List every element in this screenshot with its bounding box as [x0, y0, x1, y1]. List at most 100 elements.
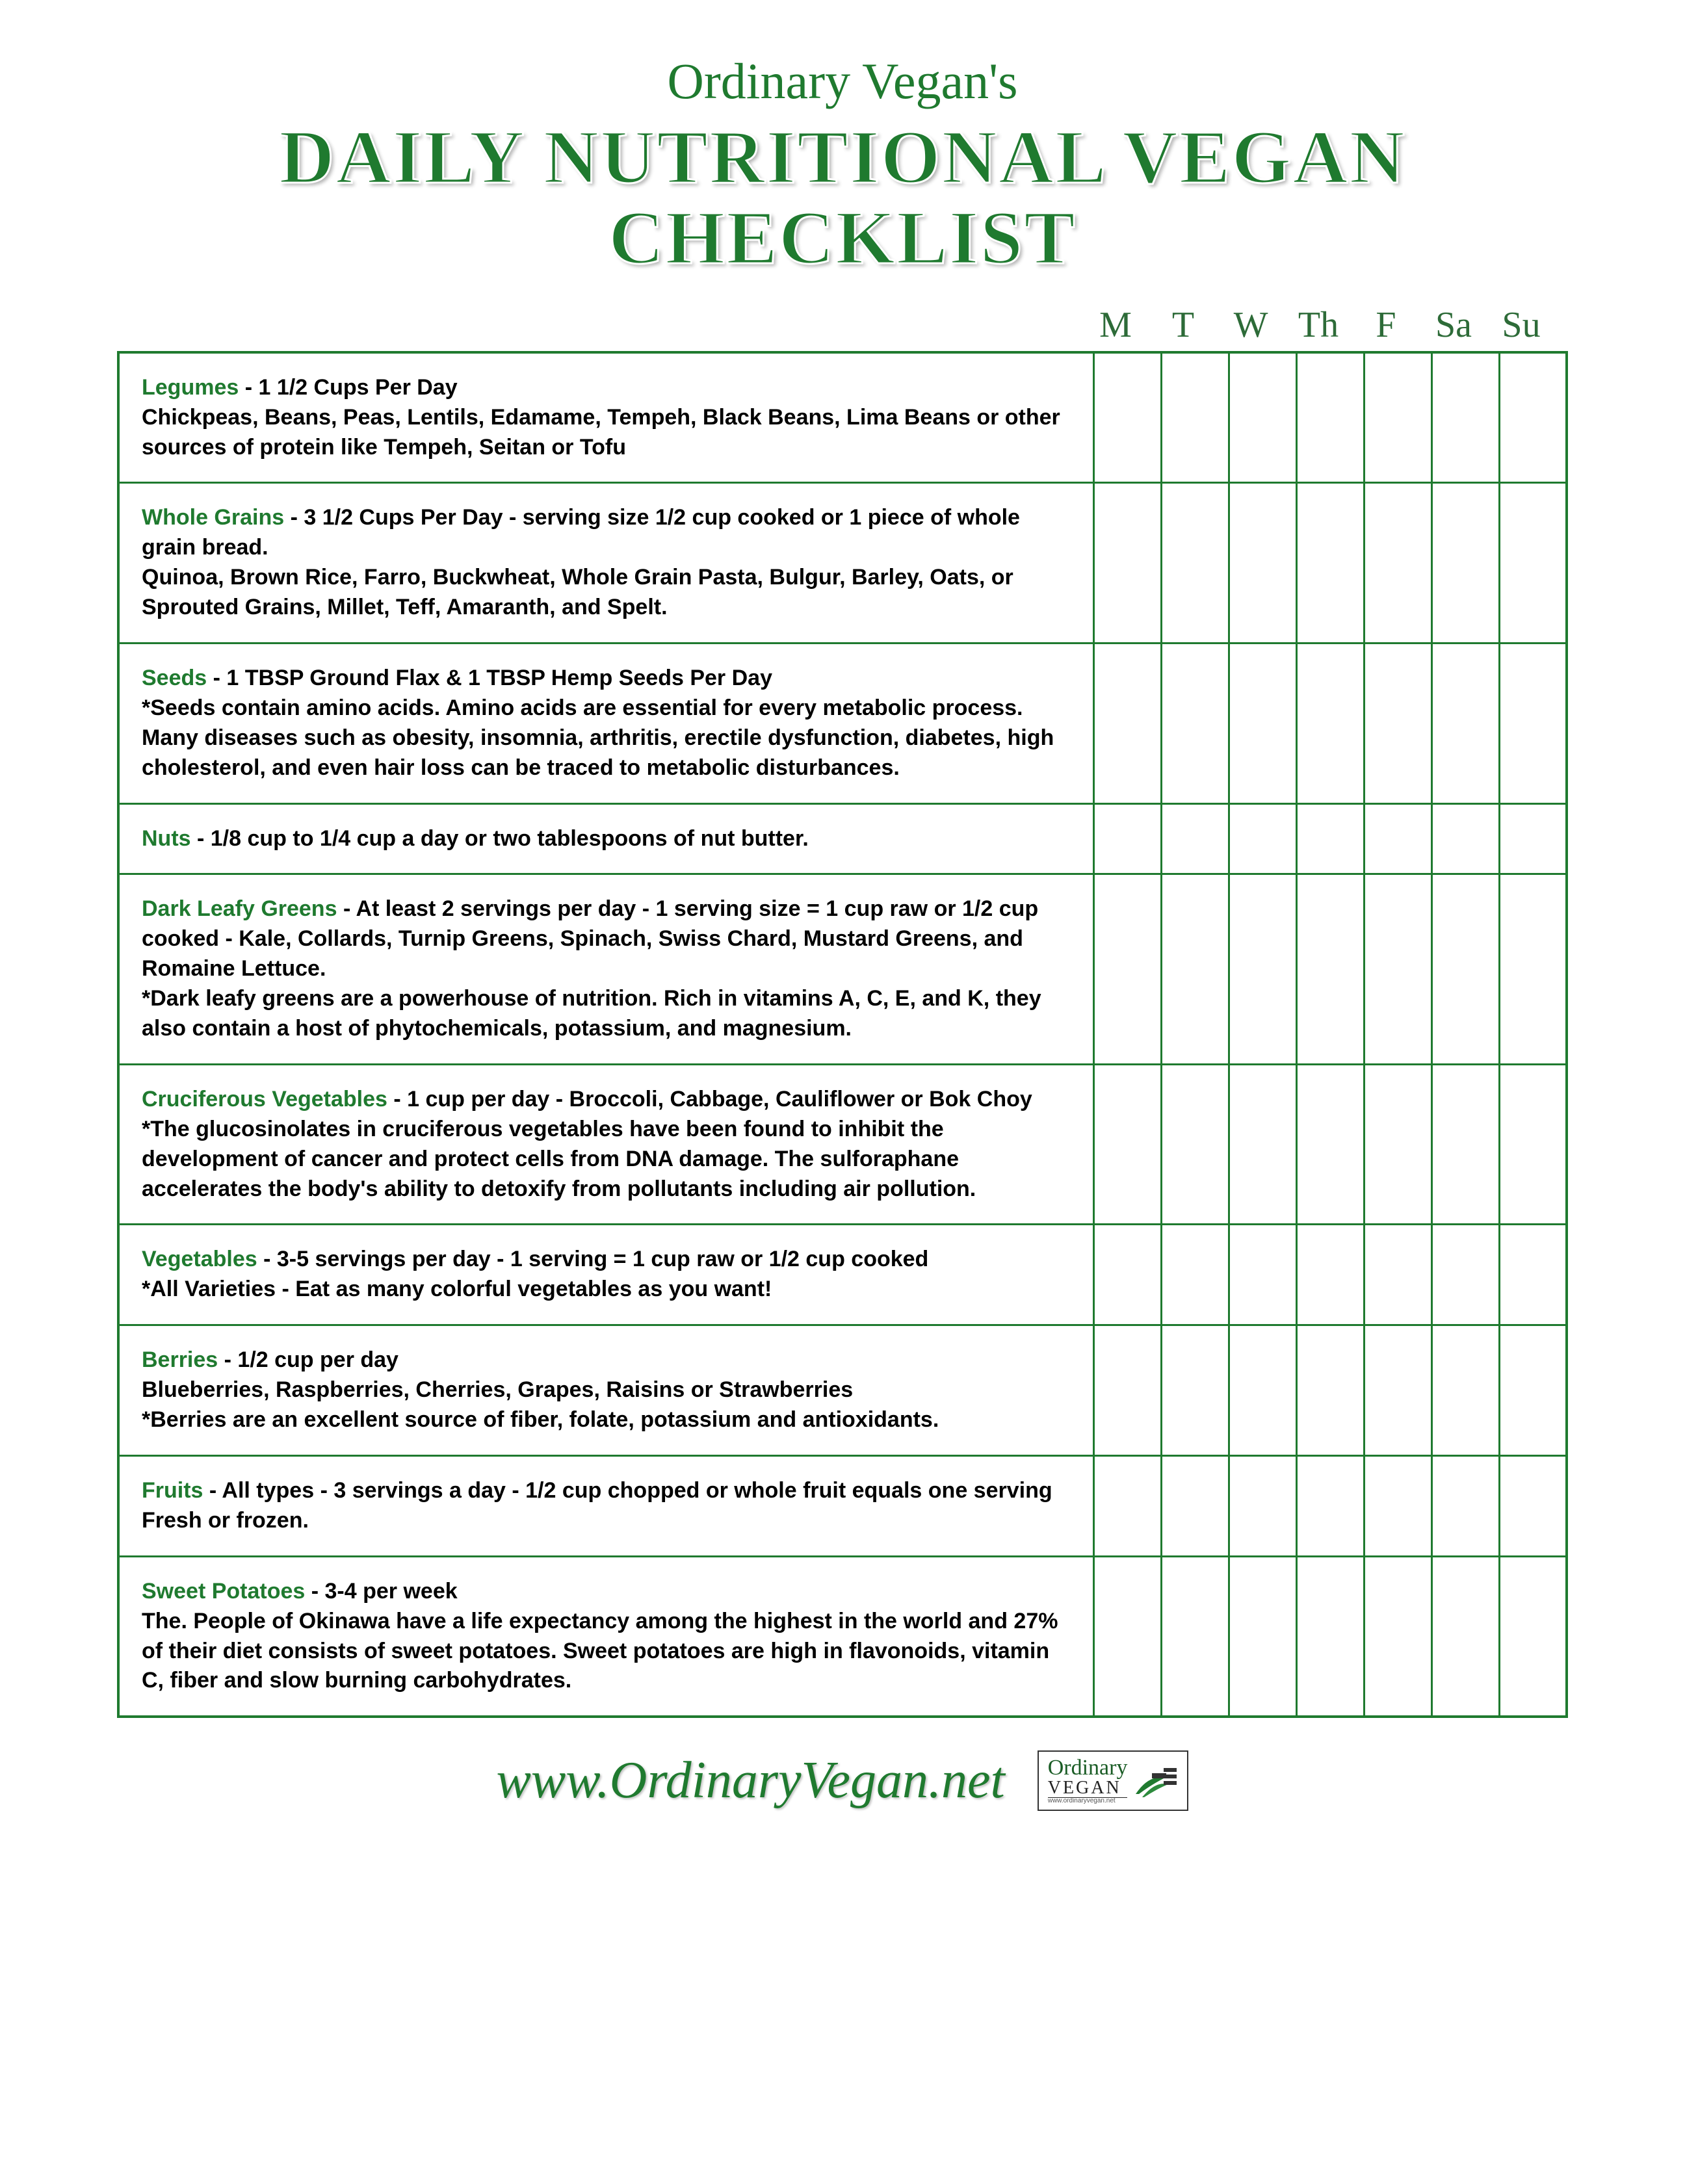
day-checkbox[interactable]: [1093, 1455, 1161, 1556]
day-checkbox[interactable]: [1161, 874, 1229, 1064]
day-checkbox[interactable]: [1229, 1556, 1296, 1717]
day-checkbox[interactable]: [1499, 803, 1567, 874]
serving-info: - 1/8 cup to 1/4 cup a day or two tables…: [191, 826, 809, 851]
serving-info: - 1 cup per day - Broccoli, Cabbage, Cau…: [387, 1087, 1032, 1112]
day-checkbox[interactable]: [1296, 1064, 1364, 1225]
day-checkbox[interactable]: [1499, 1455, 1567, 1556]
day-checkbox[interactable]: [1093, 352, 1161, 483]
day-checkbox[interactable]: [1499, 352, 1567, 483]
day-checkbox[interactable]: [1229, 874, 1296, 1064]
day-checkbox[interactable]: [1364, 1556, 1431, 1717]
day-checkbox[interactable]: [1229, 1325, 1296, 1456]
day-checkbox[interactable]: [1431, 1064, 1499, 1225]
serving-info: - All types - 3 servings a day - 1/2 cup…: [142, 1478, 1052, 1533]
day-checkbox[interactable]: [1229, 644, 1296, 804]
day-checkbox[interactable]: [1161, 352, 1229, 483]
footer: www.OrdinaryVegan.net Ordinary VEGAN www…: [117, 1750, 1568, 1811]
day-checkbox[interactable]: [1161, 644, 1229, 804]
day-checkbox[interactable]: [1229, 1225, 1296, 1325]
day-checkbox[interactable]: [1364, 874, 1431, 1064]
day-checkbox[interactable]: [1499, 1064, 1567, 1225]
day-checkbox[interactable]: [1364, 644, 1431, 804]
day-checkbox[interactable]: [1229, 1064, 1296, 1225]
day-checkbox[interactable]: [1161, 1225, 1229, 1325]
day-checkbox[interactable]: [1431, 483, 1499, 644]
day-checkbox[interactable]: [1364, 803, 1431, 874]
day-checkbox[interactable]: [1296, 483, 1364, 644]
main-title: DAILY NUTRITIONAL VEGAN CHECKLIST: [117, 117, 1568, 278]
day-checkbox[interactable]: [1364, 352, 1431, 483]
day-checkbox[interactable]: [1296, 803, 1364, 874]
day-checkbox[interactable]: [1161, 1556, 1229, 1717]
day-checkbox[interactable]: [1161, 1455, 1229, 1556]
day-checkbox[interactable]: [1431, 1225, 1499, 1325]
day-checkbox[interactable]: [1093, 1325, 1161, 1456]
day-checkbox[interactable]: [1229, 803, 1296, 874]
day-checkbox[interactable]: [1499, 1556, 1567, 1717]
table-row: Legumes - 1 1/2 Cups Per DayChickpeas, B…: [118, 352, 1567, 483]
row-description: Whole Grains - 3 1/2 Cups Per Day - serv…: [118, 483, 1093, 644]
day-checkbox[interactable]: [1499, 483, 1567, 644]
row-body-line: Quinoa, Brown Rice, Farro, Buckwheat, Wh…: [142, 565, 1013, 619]
day-checkbox[interactable]: [1431, 644, 1499, 804]
category-name: Seeds: [142, 666, 207, 690]
day-checkbox[interactable]: [1499, 1325, 1567, 1456]
day-checkbox[interactable]: [1161, 483, 1229, 644]
day-checkbox[interactable]: [1093, 644, 1161, 804]
day-checkbox[interactable]: [1364, 1325, 1431, 1456]
day-checkbox[interactable]: [1296, 874, 1364, 1064]
day-checkbox[interactable]: [1161, 1064, 1229, 1225]
day-checkbox[interactable]: [1093, 874, 1161, 1064]
day-checkbox[interactable]: [1229, 483, 1296, 644]
category-name: Nuts: [142, 826, 191, 851]
day-checkbox[interactable]: [1161, 1325, 1229, 1456]
day-checkbox[interactable]: [1499, 874, 1567, 1064]
row-body-line: The. People of Okinawa have a life expec…: [142, 1609, 1058, 1693]
day-checkbox[interactable]: [1296, 1556, 1364, 1717]
row-description: Dark Leafy Greens - At least 2 servings …: [118, 874, 1093, 1064]
day-checkbox[interactable]: [1364, 1225, 1431, 1325]
row-description: Berries - 1/2 cup per dayBlueberries, Ra…: [118, 1325, 1093, 1456]
day-checkbox[interactable]: [1431, 1556, 1499, 1717]
day-checkbox[interactable]: [1093, 1064, 1161, 1225]
day-checkbox[interactable]: [1296, 644, 1364, 804]
day-checkbox[interactable]: [1431, 874, 1499, 1064]
day-checkbox[interactable]: [1499, 1225, 1567, 1325]
table-row: Nuts - 1/8 cup to 1/4 cup a day or two t…: [118, 803, 1567, 874]
day-checkbox[interactable]: [1229, 1455, 1296, 1556]
title-line-2: CHECKLIST: [608, 195, 1077, 280]
day-checkbox[interactable]: [1093, 1556, 1161, 1717]
day-checkbox[interactable]: [1431, 1455, 1499, 1556]
checklist-table: Legumes - 1 1/2 Cups Per DayChickpeas, B…: [117, 351, 1568, 1719]
pretitle: Ordinary Vegan's: [117, 52, 1568, 110]
leaf-fork-icon: [1132, 1762, 1178, 1800]
row-description: Seeds - 1 TBSP Ground Flax & 1 TBSP Hemp…: [118, 644, 1093, 804]
day-checkbox[interactable]: [1161, 803, 1229, 874]
day-label: T: [1149, 304, 1217, 346]
day-checkbox[interactable]: [1296, 1225, 1364, 1325]
day-checkbox[interactable]: [1296, 1325, 1364, 1456]
day-checkbox[interactable]: [1364, 1455, 1431, 1556]
day-checkbox[interactable]: [1431, 352, 1499, 483]
day-checkbox[interactable]: [1364, 1064, 1431, 1225]
day-checkbox[interactable]: [1093, 483, 1161, 644]
category-name: Sweet Potatoes: [142, 1579, 305, 1604]
table-row: Sweet Potatoes - 3-4 per weekThe. People…: [118, 1556, 1567, 1717]
header: Ordinary Vegan's DAILY NUTRITIONAL VEGAN…: [117, 52, 1568, 278]
category-name: Dark Leafy Greens: [142, 896, 337, 921]
category-name: Cruciferous Vegetables: [142, 1087, 387, 1112]
day-checkbox[interactable]: [1093, 803, 1161, 874]
day-checkbox[interactable]: [1296, 352, 1364, 483]
day-checkbox[interactable]: [1499, 644, 1567, 804]
day-checkbox[interactable]: [1364, 483, 1431, 644]
table-row: Vegetables - 3-5 servings per day - 1 se…: [118, 1225, 1567, 1325]
row-description: Legumes - 1 1/2 Cups Per DayChickpeas, B…: [118, 352, 1093, 483]
row-description: Nuts - 1/8 cup to 1/4 cup a day or two t…: [118, 803, 1093, 874]
day-checkbox[interactable]: [1431, 1325, 1499, 1456]
day-checkbox[interactable]: [1229, 352, 1296, 483]
day-checkbox[interactable]: [1296, 1455, 1364, 1556]
day-checkbox[interactable]: [1431, 803, 1499, 874]
table-row: Whole Grains - 3 1/2 Cups Per Day - serv…: [118, 483, 1567, 644]
table-row: Fruits - All types - 3 servings a day - …: [118, 1455, 1567, 1556]
day-checkbox[interactable]: [1093, 1225, 1161, 1325]
